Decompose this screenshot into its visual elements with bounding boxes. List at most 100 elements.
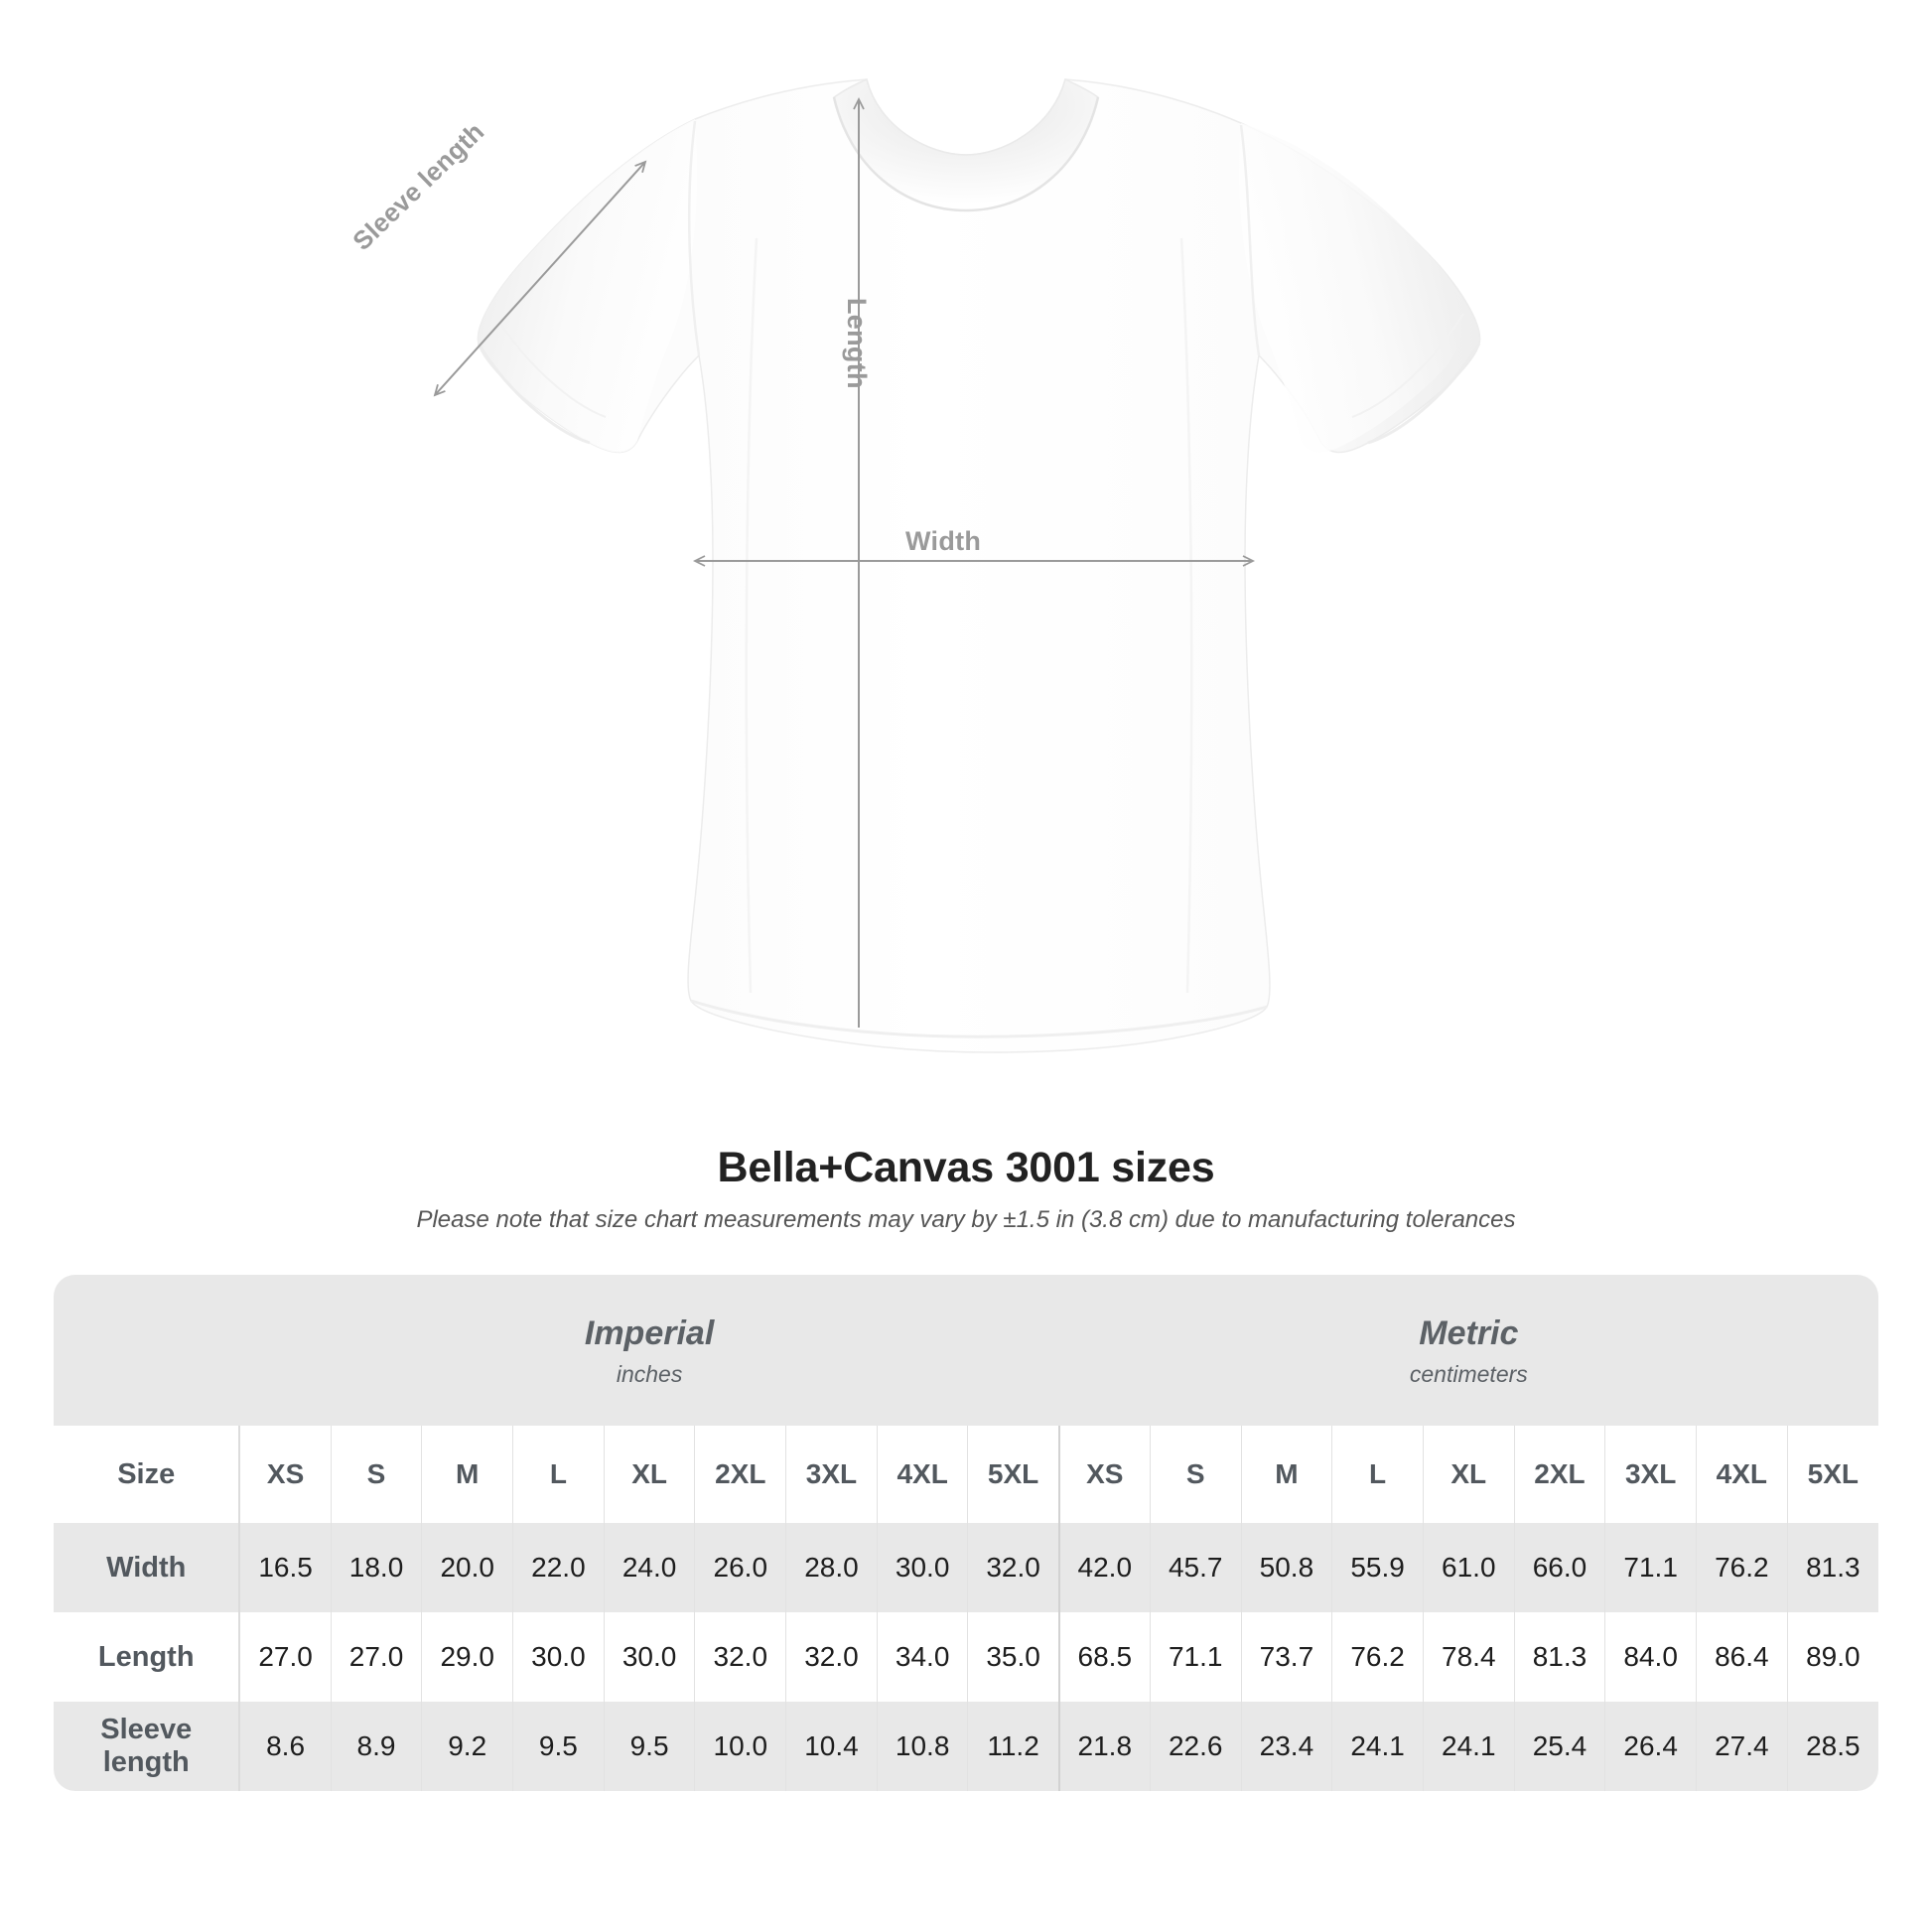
size-header-imperial-xl: XL <box>603 1426 695 1523</box>
cell-length-imperial-xs: 27.0 <box>239 1612 332 1702</box>
cell-sleeve-length-imperial-xl: 9.5 <box>603 1702 695 1791</box>
cell-length-metric-m: 73.7 <box>1240 1612 1332 1702</box>
cell-width-imperial-4xl: 30.0 <box>876 1523 968 1612</box>
cell-length-metric-2xl: 81.3 <box>1513 1612 1605 1702</box>
cell-width-metric-m: 50.8 <box>1240 1523 1332 1612</box>
size-header-imperial-l: L <box>512 1426 605 1523</box>
cell-sleeve-length-imperial-m: 9.2 <box>421 1702 513 1791</box>
size-header-imperial-4xl: 4XL <box>876 1426 968 1523</box>
cell-sleeve-length-imperial-l: 9.5 <box>512 1702 605 1791</box>
size-header-imperial-5xl: 5XL <box>967 1426 1059 1523</box>
length-label: Length <box>842 298 872 389</box>
row-label-width: Width <box>54 1523 241 1612</box>
cell-sleeve-length-metric-2xl: 25.4 <box>1513 1702 1605 1791</box>
cell-length-imperial-2xl: 32.0 <box>694 1612 786 1702</box>
cell-width-metric-s: 45.7 <box>1149 1523 1242 1612</box>
cell-length-metric-s: 71.1 <box>1149 1612 1242 1702</box>
size-table: Imperial inches Metric centimeters Size XS S M L… <box>54 1275 1878 1791</box>
cell-length-metric-xs: 68.5 <box>1057 1612 1151 1702</box>
unit-header-spacer <box>54 1275 240 1426</box>
cell-length-imperial-s: 27.0 <box>330 1612 422 1702</box>
unit-group-header-row: Imperial inches Metric centimeters <box>54 1275 1878 1426</box>
size-header-metric-xl: XL <box>1422 1426 1515 1523</box>
cell-width-imperial-2xl: 26.0 <box>694 1523 786 1612</box>
cell-sleeve-length-imperial-s: 8.9 <box>330 1702 422 1791</box>
cell-sleeve-length-metric-s: 22.6 <box>1149 1702 1242 1791</box>
cell-sleeve-length-metric-xl: 24.1 <box>1422 1702 1515 1791</box>
cell-length-imperial-l: 30.0 <box>512 1612 605 1702</box>
size-column-header: Size <box>54 1426 241 1523</box>
tshirt-diagram-svg <box>433 77 1481 1053</box>
cell-length-metric-l: 76.2 <box>1331 1612 1424 1702</box>
unit-group-name: Metric <box>1419 1314 1519 1353</box>
cell-width-metric-4xl: 76.2 <box>1695 1523 1788 1612</box>
unit-group-unit: centimeters <box>1409 1360 1528 1387</box>
tshirt-illustration: Sleeve length Length Width <box>346 77 1481 1053</box>
cell-sleeve-length-imperial-5xl: 11.2 <box>967 1702 1059 1791</box>
cell-length-imperial-3xl: 32.0 <box>785 1612 878 1702</box>
page-title: Bella+Canvas 3001 sizes <box>717 1144 1215 1191</box>
size-header-imperial-xs: XS <box>239 1426 332 1523</box>
cell-width-metric-xl: 61.0 <box>1422 1523 1515 1612</box>
cell-width-imperial-xs: 16.5 <box>239 1523 332 1612</box>
cell-width-metric-5xl: 81.3 <box>1786 1523 1878 1612</box>
size-header-row: Size XS S M L XL 2XL 3XL 4XL 5XL XS S M L XL 2XL 3XL 4XL 5… <box>54 1426 1878 1523</box>
cell-width-imperial-3xl: 28.0 <box>785 1523 878 1612</box>
cell-length-metric-5xl: 89.0 <box>1786 1612 1878 1702</box>
unit-group-unit: inches <box>616 1360 683 1387</box>
size-header-metric-4xl: 4XL <box>1695 1426 1788 1523</box>
cell-sleeve-length-metric-3xl: 26.4 <box>1604 1702 1697 1791</box>
measurement-lines <box>433 96 1256 1028</box>
width-label: Width <box>905 526 982 556</box>
table-row: Sleeve length 8.6 8.9 9.2 9.5 9.5 10.0 10.4 10.8… <box>54 1702 1878 1791</box>
cell-sleeve-length-metric-xs: 21.8 <box>1057 1702 1151 1791</box>
cell-width-imperial-m: 20.0 <box>421 1523 513 1612</box>
size-header-imperial-s: S <box>330 1426 422 1523</box>
cell-sleeve-length-imperial-2xl: 10.0 <box>694 1702 786 1791</box>
size-header-metric-5xl: 5XL <box>1786 1426 1878 1523</box>
tolerance-note: Please note that size chart measurements… <box>416 1206 1516 1233</box>
sleeve-length-arrow <box>433 160 647 397</box>
cell-width-metric-3xl: 71.1 <box>1604 1523 1697 1612</box>
cell-sleeve-length-metric-5xl: 28.5 <box>1786 1702 1878 1791</box>
size-header-metric-2xl: 2XL <box>1513 1426 1605 1523</box>
cell-width-metric-l: 55.9 <box>1331 1523 1424 1612</box>
cell-sleeve-length-imperial-4xl: 10.8 <box>876 1702 968 1791</box>
cell-length-imperial-5xl: 35.0 <box>967 1612 1059 1702</box>
cell-sleeve-length-metric-4xl: 27.4 <box>1695 1702 1788 1791</box>
cell-length-metric-xl: 78.4 <box>1422 1612 1515 1702</box>
cell-width-imperial-xl: 24.0 <box>603 1523 695 1612</box>
cell-width-imperial-l: 22.0 <box>512 1523 605 1612</box>
cell-length-imperial-m: 29.0 <box>421 1612 513 1702</box>
tshirt-garment <box>477 77 1481 1053</box>
cell-sleeve-length-metric-m: 23.4 <box>1240 1702 1332 1791</box>
cell-width-imperial-5xl: 32.0 <box>967 1523 1059 1612</box>
cell-width-metric-xs: 42.0 <box>1057 1523 1151 1612</box>
cell-width-imperial-s: 18.0 <box>330 1523 422 1612</box>
cell-width-metric-2xl: 66.0 <box>1513 1523 1605 1612</box>
cell-sleeve-length-imperial-3xl: 10.4 <box>785 1702 878 1791</box>
row-label-sleeve-length: Sleeve length <box>54 1702 241 1791</box>
size-header-imperial-m: M <box>421 1426 513 1523</box>
table-row: Length 27.0 27.0 29.0 30.0 30.0 32.0 32.0 34.0 35… <box>54 1612 1878 1702</box>
size-header-metric-m: M <box>1240 1426 1332 1523</box>
row-label-length: Length <box>54 1612 241 1702</box>
size-header-imperial-2xl: 2XL <box>694 1426 786 1523</box>
unit-group-imperial: Imperial inches <box>239 1275 1059 1426</box>
size-header-metric-s: S <box>1149 1426 1242 1523</box>
unit-group-name: Imperial <box>584 1314 715 1353</box>
cell-length-metric-3xl: 84.0 <box>1604 1612 1697 1702</box>
size-header-imperial-3xl: 3XL <box>785 1426 878 1523</box>
unit-group-metric: Metric centimeters <box>1058 1275 1878 1426</box>
cell-length-imperial-4xl: 34.0 <box>876 1612 968 1702</box>
table-row: Width 16.5 18.0 20.0 22.0 24.0 26.0 28.0 30.0 32.… <box>54 1523 1878 1612</box>
size-header-metric-l: L <box>1331 1426 1424 1523</box>
size-header-metric-3xl: 3XL <box>1604 1426 1697 1523</box>
size-table-wrapper: Imperial inches Metric centimeters Size XS S M L… <box>54 1275 1878 1791</box>
cell-sleeve-length-metric-l: 24.1 <box>1331 1702 1424 1791</box>
size-header-metric-xs: XS <box>1057 1426 1151 1523</box>
cell-length-imperial-xl: 30.0 <box>603 1612 695 1702</box>
cell-sleeve-length-imperial-xs: 8.6 <box>239 1702 332 1791</box>
cell-length-metric-4xl: 86.4 <box>1695 1612 1788 1702</box>
